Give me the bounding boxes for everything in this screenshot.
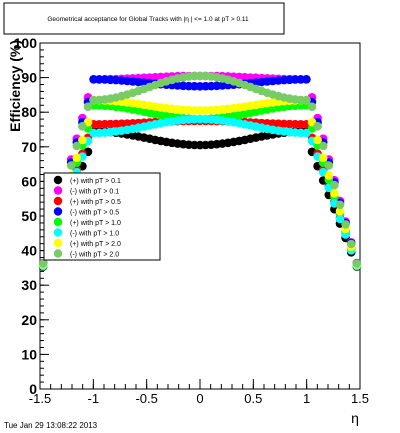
legend-entry-label: (+) with pT > 0.5 bbox=[70, 199, 121, 206]
y-tick-label: 0 bbox=[29, 381, 37, 397]
y-tick-label: 10 bbox=[21, 346, 37, 362]
data-point bbox=[72, 141, 82, 151]
data-point bbox=[78, 122, 87, 131]
legend-marker bbox=[53, 175, 63, 185]
legend-entry-label: (-) with pT > 2.0 bbox=[70, 252, 119, 259]
data-point bbox=[318, 153, 328, 163]
x-tick-label: -1 bbox=[88, 391, 100, 406]
x-tick-label: 1 bbox=[303, 391, 310, 406]
y-tick-label: 70 bbox=[21, 139, 37, 155]
legend-marker bbox=[53, 186, 63, 195]
timestamp: Tue Jan 29 13:08:22 2013 bbox=[4, 421, 98, 430]
legend: (+) with pT > 0.1 (-) with pT > 0.1 (+) wi… bbox=[43, 172, 161, 261]
data-point bbox=[352, 259, 362, 268]
data-point bbox=[324, 171, 334, 180]
legend-entry-label: (+) with pT > 1.0 bbox=[70, 220, 121, 227]
legend-marker bbox=[53, 249, 63, 258]
x-tick-label: 0.5 bbox=[244, 391, 262, 406]
x-tick-label: -1.5 bbox=[29, 391, 51, 406]
legend-marker bbox=[53, 217, 63, 227]
y-tick-label: 50 bbox=[21, 208, 37, 224]
y-tick-label: 80 bbox=[21, 104, 37, 120]
data-point bbox=[335, 214, 345, 224]
y-tick-label: 40 bbox=[21, 243, 37, 259]
data-point bbox=[38, 259, 48, 268]
legend-entry-label: (-) with pT > 1.0 bbox=[70, 231, 119, 238]
y-tick-label: 30 bbox=[21, 277, 37, 293]
legend-entry-label: (-) with pT > 0.5 bbox=[70, 210, 119, 217]
data-point bbox=[83, 102, 93, 111]
y-tick-label: 60 bbox=[21, 173, 37, 189]
data-point bbox=[313, 122, 322, 131]
data-point bbox=[346, 239, 356, 249]
x-tick-label: 0 bbox=[196, 391, 203, 406]
data-point bbox=[302, 128, 311, 138]
data-point bbox=[330, 189, 339, 198]
y-tick-label: 100 bbox=[14, 35, 38, 51]
data-point bbox=[341, 220, 350, 229]
data-point bbox=[335, 200, 345, 210]
y-axis-label: Efficiency (%) bbox=[7, 40, 23, 132]
axis-ticks: -1.5 -1 -0.5 0 0.5 1 1.5 0 10 20 30 40 50 60 70 80 90 100 bbox=[14, 35, 369, 406]
data-point bbox=[302, 75, 311, 84]
legend-marker bbox=[53, 228, 63, 237]
legend-marker bbox=[53, 196, 63, 206]
legend-marker bbox=[53, 238, 63, 248]
data-point bbox=[324, 161, 334, 170]
data-point bbox=[302, 95, 311, 105]
y-tick-label: 90 bbox=[21, 70, 37, 86]
legend-entry-label: (+) with pT > 0.1 bbox=[70, 178, 121, 185]
data-point bbox=[72, 153, 82, 163]
x-tick-label: 1.5 bbox=[351, 391, 369, 406]
data-point bbox=[330, 180, 339, 190]
chart-title: Geometrical acceptance for Global Tracks… bbox=[47, 16, 249, 23]
legend-marker bbox=[53, 207, 63, 216]
data-point bbox=[78, 135, 87, 145]
title-box bbox=[3, 2, 285, 35]
data-point bbox=[313, 135, 322, 145]
x-axis-label: η bbox=[351, 410, 359, 426]
legend-entry-label: (+) with pT > 2.0 bbox=[70, 241, 121, 248]
data-point bbox=[318, 141, 328, 151]
legend-entry-label: (-) with pT > 0.1 bbox=[70, 189, 119, 196]
y-tick-label: 20 bbox=[21, 312, 37, 328]
data-point bbox=[307, 102, 317, 111]
data-point bbox=[66, 161, 76, 170]
legend-box bbox=[43, 172, 161, 261]
data-point bbox=[335, 206, 345, 216]
x-tick-label: -0.5 bbox=[135, 391, 157, 406]
